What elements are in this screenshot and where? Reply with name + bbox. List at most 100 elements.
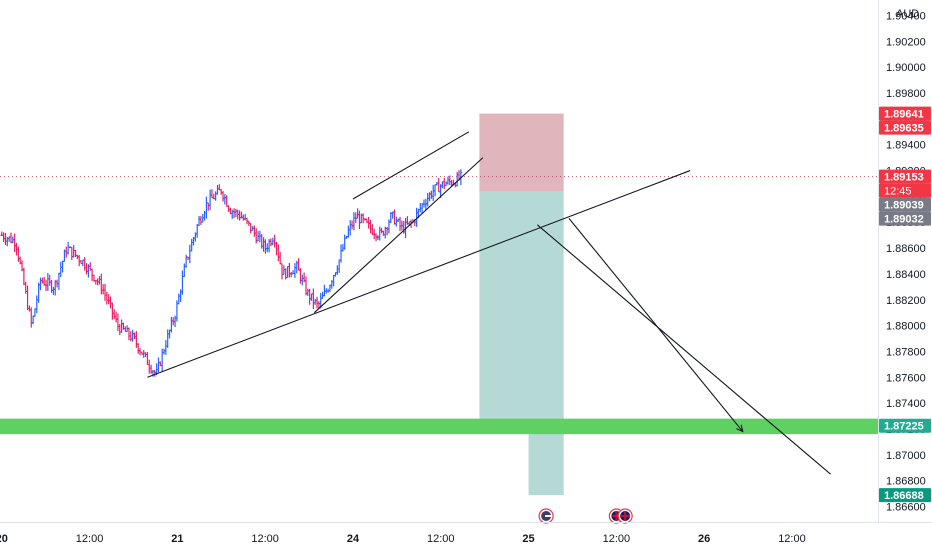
ohlc-bar[interactable]	[179, 289, 183, 302]
us-flag-icon[interactable]	[538, 508, 554, 524]
target-extension-zone[interactable]	[528, 425, 564, 496]
ohlc-bar[interactable]	[227, 205, 231, 212]
ohlc-bar[interactable]	[103, 283, 107, 301]
ohlc-bar[interactable]	[300, 274, 304, 286]
ohlc-bar[interactable]	[114, 311, 118, 323]
ohlc-bar[interactable]	[223, 194, 227, 205]
ohlc-bar[interactable]	[204, 196, 208, 219]
ohlc-bar[interactable]	[147, 359, 151, 374]
ohlc-bar[interactable]	[278, 251, 282, 265]
ohlc-bar[interactable]	[48, 274, 52, 286]
ohlc-bar[interactable]	[273, 234, 277, 248]
ohlc-bar[interactable]	[134, 331, 138, 348]
ohlc-bar[interactable]	[232, 208, 236, 218]
ohlc-bar[interactable]	[429, 190, 433, 199]
ohlc-bar[interactable]	[38, 277, 42, 291]
ohlc-bar[interactable]	[391, 211, 395, 219]
ohlc-bar[interactable]	[435, 181, 439, 186]
ohlc-bar[interactable]	[297, 258, 301, 271]
ohlc-bar[interactable]	[182, 263, 186, 278]
ohlc-bar[interactable]	[369, 219, 373, 234]
ohlc-bar[interactable]	[217, 184, 221, 191]
ohlc-bar[interactable]	[177, 293, 181, 305]
ohlc-bar[interactable]	[97, 276, 101, 285]
ohlc-bar[interactable]	[22, 267, 26, 286]
ohlc-bar[interactable]	[33, 308, 37, 317]
ohlc-bar[interactable]	[258, 230, 262, 243]
ohlc-bar[interactable]	[424, 198, 428, 211]
ohlc-bar[interactable]	[221, 190, 225, 202]
ohlc-bar[interactable]	[37, 282, 41, 303]
ohlc-bar[interactable]	[263, 239, 267, 254]
ohlc-bar[interactable]	[293, 263, 297, 278]
arrow-line[interactable]	[568, 218, 744, 433]
ohlc-bar[interactable]	[352, 212, 356, 231]
ohlc-bar[interactable]	[169, 316, 173, 333]
ohlc-bar[interactable]	[74, 249, 78, 258]
ohlc-bar[interactable]	[398, 216, 402, 232]
ohlc-bar[interactable]	[112, 309, 116, 320]
ohlc-bar[interactable]	[361, 213, 365, 224]
ohlc-bar[interactable]	[109, 296, 113, 309]
ohlc-bar[interactable]	[426, 193, 430, 207]
ohlc-bar[interactable]	[153, 369, 157, 377]
ohlc-bar[interactable]	[308, 288, 312, 305]
ohlc-bar[interactable]	[274, 241, 278, 256]
ohlc-bar[interactable]	[262, 237, 266, 252]
ohlc-bar[interactable]	[188, 244, 192, 264]
ohlc-bar[interactable]	[280, 263, 284, 280]
ohlc-bar[interactable]	[343, 234, 347, 250]
ohlc-bar[interactable]	[131, 329, 135, 342]
trend-line[interactable]	[147, 170, 691, 378]
ohlc-bar[interactable]	[310, 293, 314, 301]
ohlc-bar[interactable]	[215, 184, 219, 195]
ohlc-bar[interactable]	[162, 348, 166, 355]
ohlc-bar[interactable]	[57, 272, 61, 291]
ohlc-bar[interactable]	[315, 296, 319, 309]
ohlc-bar[interactable]	[337, 259, 341, 273]
ohlc-bar[interactable]	[59, 261, 63, 278]
ohlc-bar[interactable]	[9, 232, 13, 244]
price-bars[interactable]	[0, 169, 463, 377]
ohlc-bar[interactable]	[53, 280, 57, 296]
ohlc-bar[interactable]	[446, 176, 450, 185]
ohlc-bar[interactable]	[197, 216, 201, 226]
ohlc-bar[interactable]	[13, 233, 17, 253]
trend-line[interactable]	[352, 131, 470, 200]
ohlc-bar[interactable]	[431, 184, 435, 201]
ohlc-bar[interactable]	[180, 270, 184, 295]
ohlc-bar[interactable]	[394, 216, 398, 227]
ohlc-bar[interactable]	[306, 288, 310, 296]
ohlc-bar[interactable]	[230, 209, 234, 219]
ohlc-bar[interactable]	[70, 246, 74, 261]
ohlc-bar[interactable]	[433, 184, 437, 197]
ohlc-bar[interactable]	[123, 326, 127, 333]
ohlc-bar[interactable]	[61, 260, 65, 273]
ohlc-bar[interactable]	[367, 216, 371, 229]
ohlc-bar[interactable]	[173, 315, 177, 327]
trend-line[interactable]	[536, 224, 831, 475]
ohlc-bar[interactable]	[287, 262, 291, 278]
ohlc-bar[interactable]	[298, 268, 302, 284]
ohlc-bar[interactable]	[156, 357, 160, 373]
ohlc-bar[interactable]	[166, 329, 170, 348]
ohlc-bar[interactable]	[85, 263, 89, 275]
ohlc-bar[interactable]	[210, 189, 214, 199]
ohlc-bar[interactable]	[311, 288, 315, 310]
uk-flag-icon[interactable]	[617, 508, 633, 524]
ohlc-bar[interactable]	[190, 238, 194, 252]
ohlc-bar[interactable]	[357, 210, 361, 230]
ohlc-bar[interactable]	[348, 220, 352, 236]
ohlc-bar[interactable]	[265, 243, 269, 253]
ohlc-bar[interactable]	[46, 272, 50, 291]
ohlc-bar[interactable]	[120, 319, 124, 333]
ohlc-bar[interactable]	[385, 226, 389, 236]
ohlc-bar[interactable]	[354, 212, 358, 223]
ohlc-bar[interactable]	[378, 226, 382, 241]
plot-area[interactable]	[0, 113, 878, 524]
ohlc-bar[interactable]	[241, 214, 245, 221]
ohlc-bar[interactable]	[99, 273, 103, 295]
ohlc-bar[interactable]	[186, 256, 190, 261]
ohlc-bar[interactable]	[2, 232, 6, 242]
